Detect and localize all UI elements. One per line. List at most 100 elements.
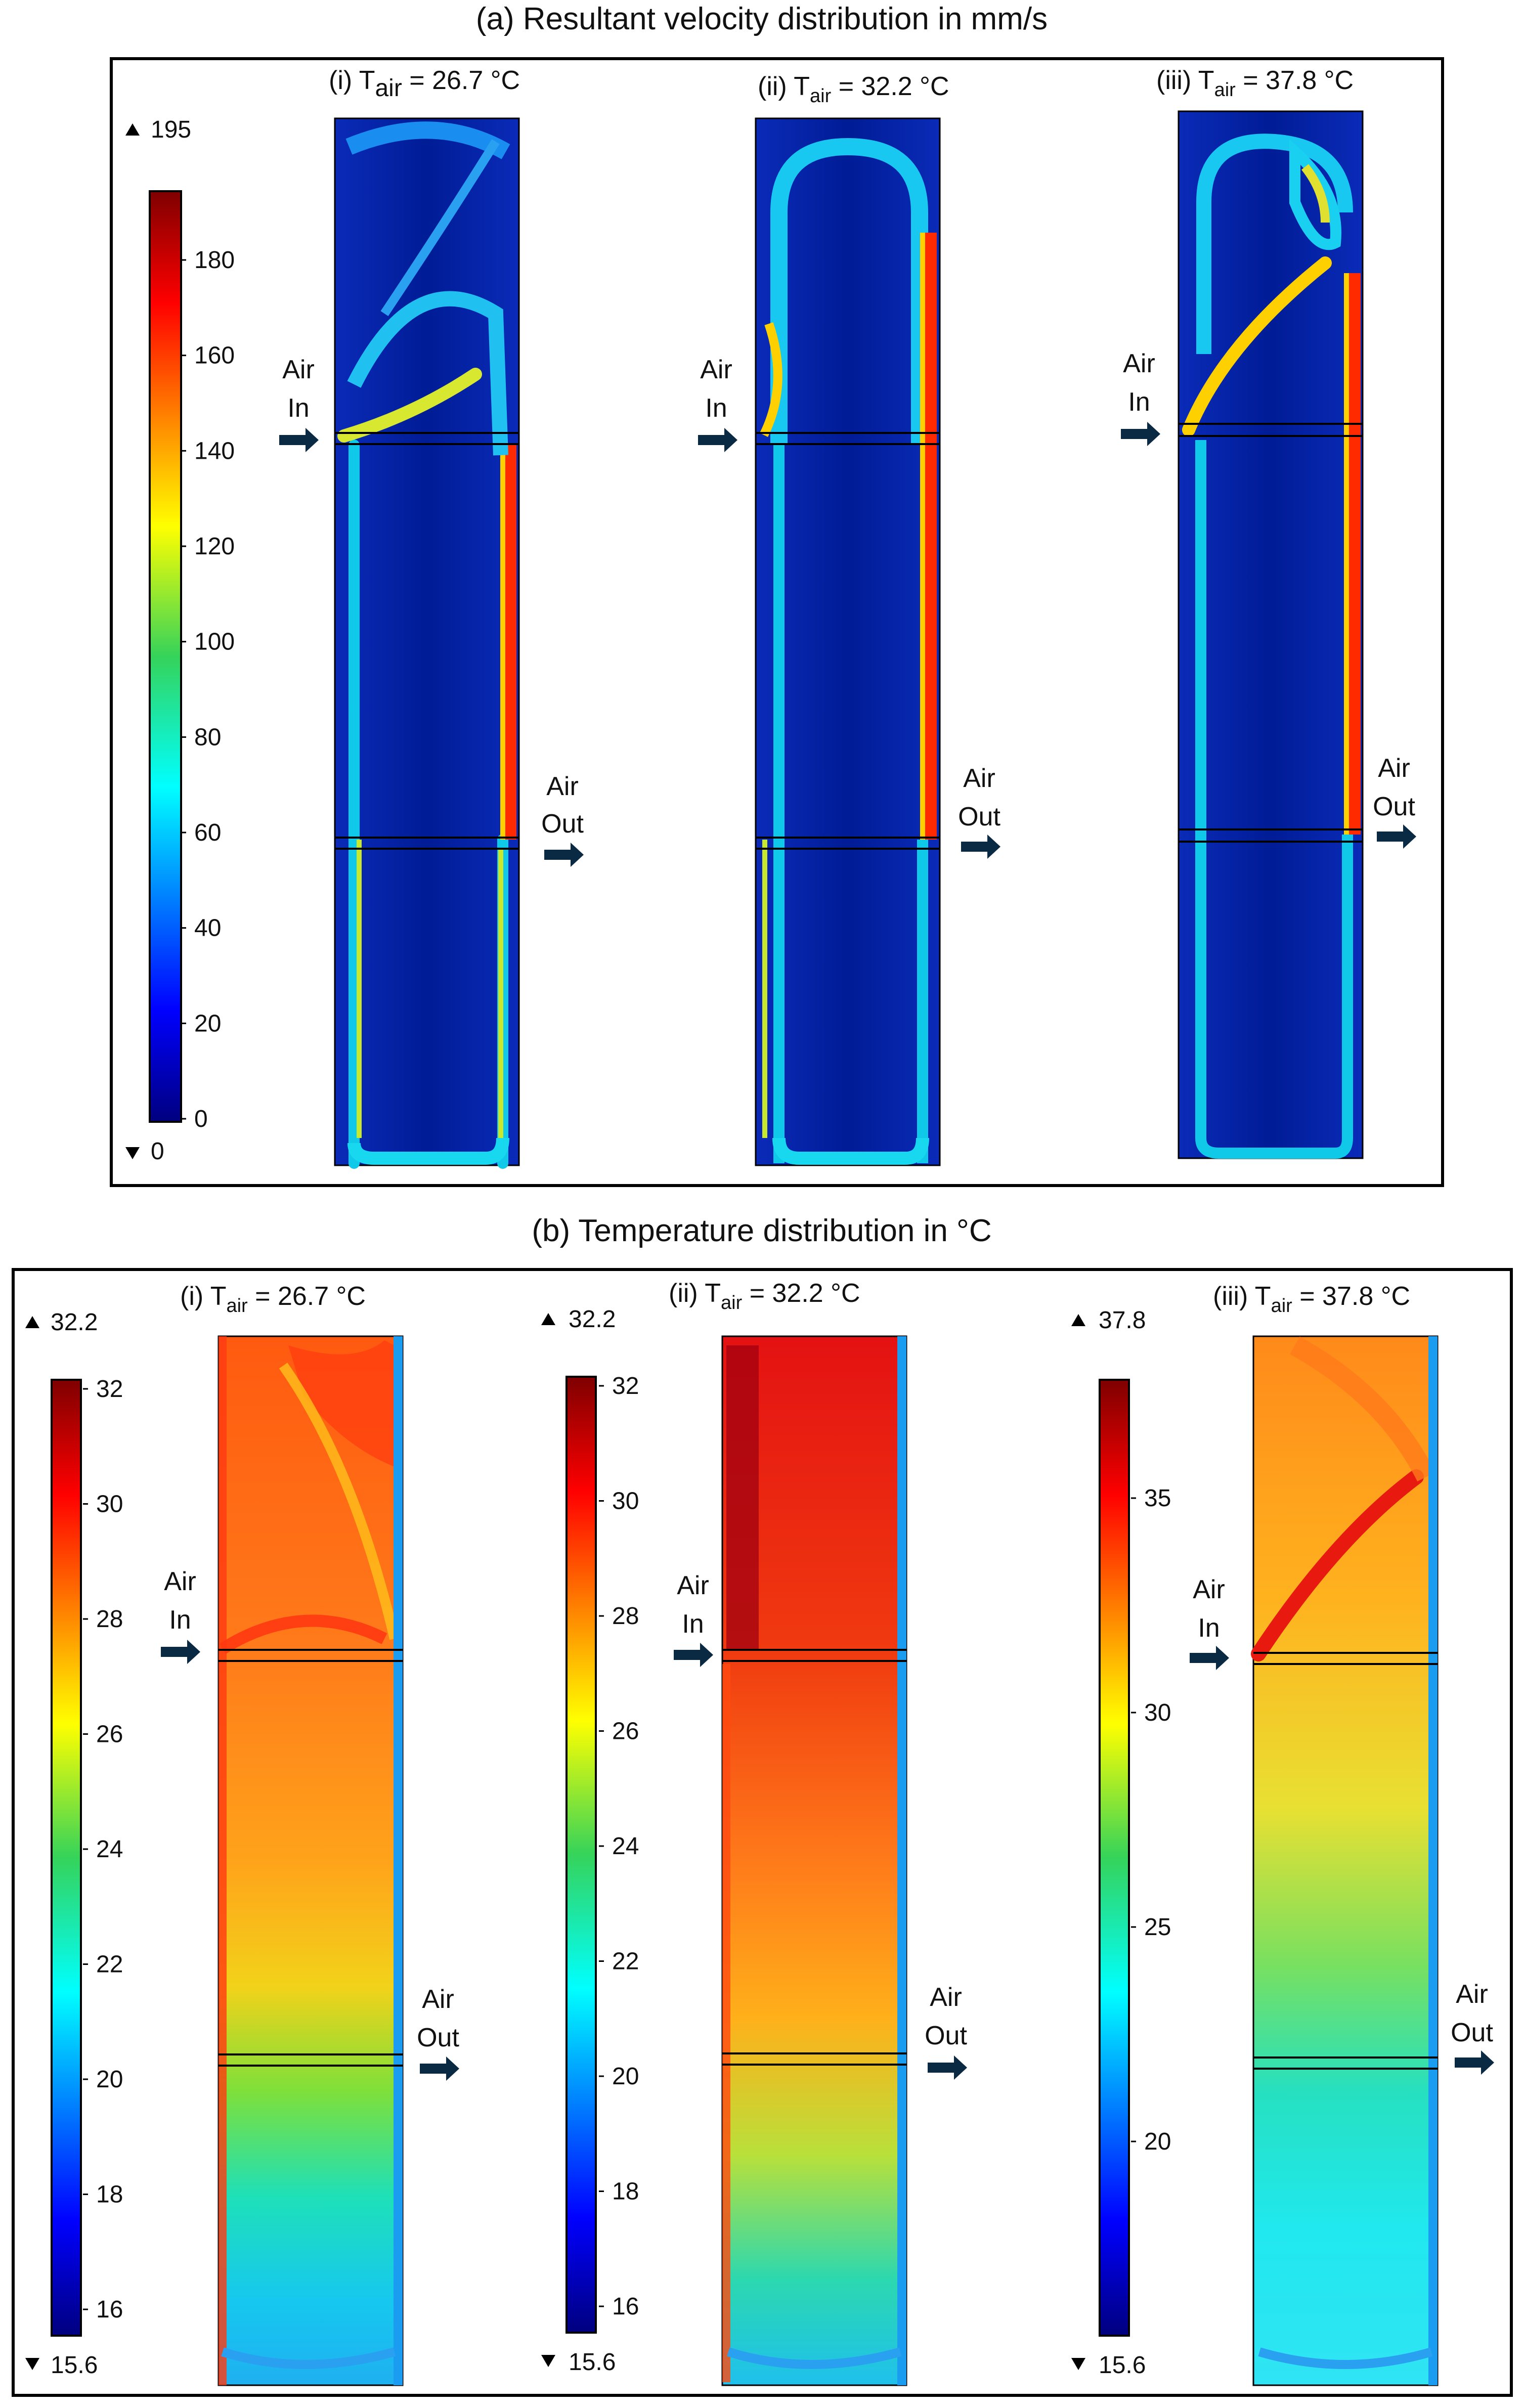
panel-b-title: (b) Temperature distribution in °C	[532, 1213, 991, 1248]
svg-text:32.2: 32.2	[51, 1309, 98, 1336]
velocity-field-3	[1178, 110, 1364, 1159]
svg-text:Out: Out	[1373, 792, 1415, 821]
svg-text:Air: Air	[930, 1983, 962, 2012]
svg-text:Air: Air	[422, 1985, 454, 2014]
svg-text:37.8: 37.8	[1099, 1307, 1146, 1334]
colorbar-tick-label: 60	[194, 819, 221, 846]
colorbar-tick-label: 22	[96, 1951, 123, 1978]
velocity-colorbar-ticks: 0 20 40 60 80 100 120 140 160 180	[181, 247, 235, 1132]
arrow-right-icon	[1190, 1646, 1229, 1670]
svg-text:15.6: 15.6	[51, 2352, 98, 2379]
min-marker-icon	[125, 1147, 140, 1159]
svg-text:15.6: 15.6	[569, 2349, 616, 2376]
colorbar-tick-label: 20	[612, 2063, 639, 2090]
svg-text:Air: Air	[963, 764, 995, 793]
colorbar-tick-label: 28	[96, 1606, 123, 1633]
max-marker-icon	[1071, 1314, 1085, 1326]
colorbar-tick-label: 20	[96, 2066, 123, 2093]
temperature-colorbar-2: 32.2 16 18 20 22 24 26 28 30 32 15.6	[541, 1306, 639, 2376]
colorbar-tick-label: 180	[194, 247, 235, 274]
colorbar-tick-label: 32	[96, 1376, 123, 1403]
svg-text:Air: Air	[164, 1567, 196, 1596]
temperature-field-3	[1251, 1335, 1439, 2386]
velocity-field-2	[755, 117, 941, 1166]
temperature-case-2-label: (ii) Tair = 32.2 °C	[669, 1279, 860, 1314]
colorbar-tick-label: 16	[612, 2293, 639, 2320]
svg-text:Out: Out	[1451, 2018, 1493, 2047]
velocity-colorbar-bar	[149, 190, 182, 1123]
svg-text:Out: Out	[541, 809, 584, 839]
min-marker-icon	[541, 2355, 555, 2367]
svg-text:Air: Air	[282, 355, 315, 384]
arrow-right-icon	[1455, 2050, 1494, 2075]
colorbar-tick-label: 100	[194, 629, 235, 655]
max-marker-icon	[25, 1316, 39, 1328]
arrow-right-icon	[928, 2055, 967, 2080]
velocity-case-1-label: (i) Tair = 26.7 °C	[329, 66, 520, 102]
svg-text:In: In	[169, 1605, 191, 1635]
velocity-max-label: 195	[151, 116, 191, 143]
svg-text:In: In	[287, 393, 309, 423]
svg-text:Out: Out	[958, 802, 1000, 831]
svg-text:Air: Air	[1378, 754, 1410, 783]
svg-text:In: In	[682, 1609, 704, 1639]
colorbar-tick-label: 35	[1144, 1485, 1171, 1512]
velocity-case-2-label: (ii) Tair = 32.2 °C	[758, 72, 949, 107]
svg-text:Air: Air	[700, 355, 732, 384]
temperature-colorbar-1: 32.2 16 18 20 22 24 26 28 30 32 15.6	[25, 1309, 123, 2379]
svg-text:In: In	[1128, 387, 1150, 417]
arrow-right-icon	[420, 2056, 459, 2081]
svg-text:Air: Air	[1456, 1980, 1488, 2009]
colorbar-tick-label: 18	[96, 2181, 123, 2208]
temperature-field-1	[217, 1335, 404, 2386]
colorbar-tick-label: 18	[612, 2178, 639, 2205]
colorbar-tick-label: 0	[194, 1106, 208, 1132]
svg-text:Out: Out	[417, 2023, 459, 2052]
colorbar-tick-label: 30	[612, 1488, 639, 1515]
colorbar-tick-label: 28	[612, 1603, 639, 1630]
max-marker-icon	[541, 1313, 555, 1325]
colorbar-tick-label: 22	[612, 1948, 639, 1975]
velocity-field-1	[334, 117, 520, 1169]
arrow-right-icon	[674, 1643, 713, 1667]
colorbar-tick-label: 30	[96, 1491, 123, 1518]
colorbar-tick-label: 20	[194, 1010, 221, 1037]
panel-b-frame	[12, 1268, 1513, 2397]
colorbar-tick-label: 140	[194, 437, 235, 464]
velocity-case-3-label: (iii) Tair = 37.8 °C	[1156, 66, 1354, 101]
arrow-right-icon	[161, 1640, 200, 1664]
colorbar-tick-label: 26	[96, 1721, 123, 1748]
arrow-right-icon	[1377, 824, 1416, 849]
colorbar-tick-label: 24	[612, 1833, 639, 1860]
colorbar-tick-label: 120	[194, 533, 235, 560]
svg-text:In: In	[1198, 1613, 1220, 1643]
svg-text:Air: Air	[677, 1571, 709, 1600]
svg-text:15.6: 15.6	[1099, 2352, 1146, 2379]
velocity-min-label: 0	[151, 1138, 164, 1165]
colorbar-tick-label: 24	[96, 1836, 123, 1863]
temperature-flow-labels: Air In Air Out Air In Air Out Air In Air…	[161, 1567, 1494, 2081]
colorbar-tick-label: 26	[612, 1718, 639, 1745]
max-marker-icon	[125, 123, 140, 136]
colorbar-tick-label: 25	[1144, 1914, 1171, 1941]
svg-text:Out: Out	[925, 2021, 967, 2050]
temperature-colorbar-3: 37.8 20 25 30 35 15.6	[1071, 1307, 1171, 2379]
temperature-case-1-label: (i) Tair = 26.7 °C	[180, 1282, 366, 1317]
svg-text:Air: Air	[1123, 349, 1155, 378]
arrow-right-icon	[1121, 422, 1160, 446]
temperature-field-2	[721, 1335, 907, 2386]
arrow-right-icon	[279, 428, 319, 452]
svg-text:32.2: 32.2	[569, 1306, 616, 1333]
velocity-flow-labels: Air In Air Out Air In Air Out Air In Air…	[279, 349, 1416, 867]
colorbar-tick-label: 80	[194, 724, 221, 751]
svg-text:Air: Air	[1193, 1575, 1225, 1604]
min-marker-icon	[25, 2358, 39, 2370]
arrow-right-icon	[961, 835, 1000, 859]
arrow-right-icon	[544, 843, 584, 867]
arrow-right-icon	[698, 428, 737, 452]
temperature-case-3-label: (iii) Tair = 37.8 °C	[1213, 1282, 1410, 1317]
min-marker-icon	[1071, 2358, 1085, 2370]
svg-text:In: In	[705, 393, 727, 423]
colorbar-tick-label: 30	[1144, 1699, 1171, 1726]
